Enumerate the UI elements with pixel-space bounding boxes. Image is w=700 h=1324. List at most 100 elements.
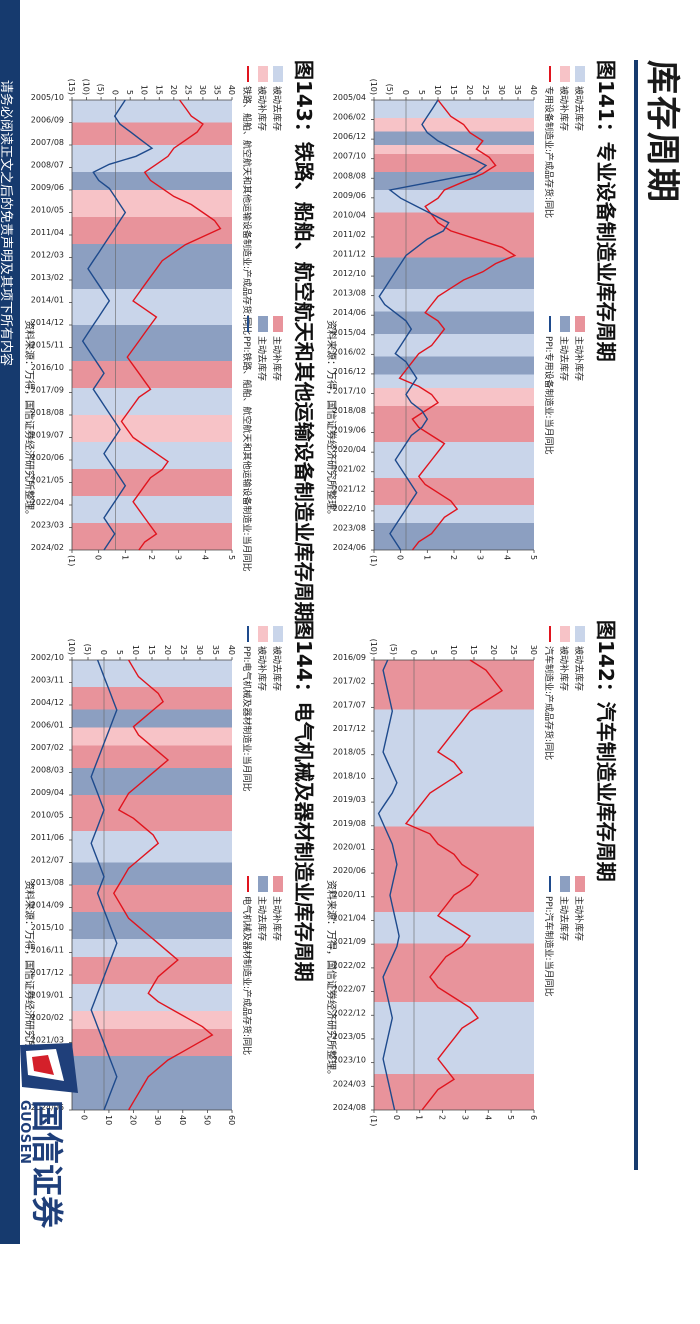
x-tick-label: 2017/07 — [333, 700, 366, 709]
cycle-phase-band — [374, 212, 534, 258]
y-left-tick-label: 25 — [509, 645, 518, 655]
legend-swatch-passive_restock — [560, 66, 570, 82]
y-left-tick-label: 25 — [183, 85, 192, 95]
y-left-tick-label: 10 — [131, 645, 140, 655]
legend-swatch-active_restock — [575, 876, 585, 892]
cycle-phase-band — [374, 334, 534, 357]
y-right-tick-label: 20 — [129, 1115, 138, 1125]
x-tick-label: 2013/08 — [31, 878, 64, 887]
y-left-tick-label: (10) — [67, 639, 76, 655]
logo-text-cn: 国信证券 — [28, 1100, 66, 1229]
x-tick-label: 2008/08 — [333, 171, 366, 180]
x-tick-label: 2002/10 — [31, 653, 64, 662]
legend-label: PPI:电气机械及器材制造业:当月同比 — [241, 646, 253, 792]
x-tick-label: 2018/08 — [31, 408, 64, 417]
series-line — [404, 659, 504, 1111]
y-left-tick-label: 20 — [163, 645, 172, 655]
cycle-phase-band — [374, 442, 534, 478]
x-tick-label: 2024/06 — [31, 1103, 64, 1112]
x-tick-label: 2007/02 — [31, 743, 64, 752]
x-tick-label: 2012/03 — [31, 251, 64, 260]
x-tick-label: 2018/05 — [333, 748, 366, 757]
y-left-tick-label: (5) — [96, 84, 105, 95]
y-right-tick-label: 60 — [227, 1115, 236, 1125]
legend-label: 主动去库存 — [256, 896, 268, 941]
y-left-tick-label: 0 — [409, 650, 418, 655]
y-left-tick-label: 35 — [513, 85, 522, 95]
x-tick-label: 2017/09 — [31, 386, 64, 395]
y-left-tick-label: 5 — [429, 650, 438, 655]
cycle-phase-band — [72, 709, 232, 728]
legend-swatch-active_destock — [560, 876, 570, 892]
x-tick-label: 2015/10 — [31, 923, 64, 932]
series-line — [120, 99, 222, 551]
y-left-tick-label: 35 — [212, 85, 221, 95]
legend-label: 被动补库存 — [256, 86, 268, 131]
title-rule — [634, 60, 638, 1170]
x-tick-label: 2020/06 — [333, 866, 366, 875]
y-right-tick-label: (1) — [369, 555, 378, 566]
y-left-tick-label: (5) — [385, 84, 394, 95]
x-tick-label: 2007/08 — [31, 138, 64, 147]
cycle-phase-band — [72, 469, 232, 496]
fig144-title: 图144：电气机械及器材制造业库存周期 — [292, 620, 316, 982]
series-line — [378, 99, 488, 551]
x-tick-label: 2014/01 — [31, 296, 64, 305]
x-tick-label: 2019/08 — [333, 819, 366, 828]
y-left-tick-label: 40 — [529, 85, 538, 95]
x-tick-label: 2023/05 — [333, 1032, 366, 1041]
cycle-phase-band — [72, 496, 232, 523]
cycle-phase-band — [374, 131, 534, 145]
x-tick-label: 2013/02 — [31, 273, 64, 282]
legend-label: 被动补库存 — [256, 646, 268, 691]
y-left-tick-label: 15 — [147, 645, 156, 655]
legend-swatch-active_restock — [273, 876, 283, 892]
x-tick-label: 2009/04 — [31, 788, 64, 797]
y-left-tick-label: 20 — [465, 85, 474, 95]
cycle-phase-band — [72, 687, 232, 710]
y-right-tick-label: 50 — [202, 1115, 211, 1125]
x-tick-label: 2020/11 — [333, 890, 366, 899]
x-tick-label: 2016/12 — [333, 367, 366, 376]
legend-label: 主动去库存 — [558, 336, 570, 381]
legend-swatch-passive_destock — [273, 626, 283, 642]
y-left-tick-label: 35 — [211, 645, 220, 655]
y-left-tick-label: (5) — [389, 644, 398, 655]
x-tick-label: 2012/07 — [31, 856, 64, 865]
y-left-tick-label: 0 — [99, 650, 108, 655]
cycle-phase-band — [374, 523, 534, 550]
legend-label: 主动补库存 — [573, 896, 585, 941]
cycle-phase-band — [72, 957, 232, 984]
cycle-phase-band — [374, 257, 534, 289]
fig143-title: 图143：铁路、船舶、航空航天和其他运输设备制造业库存周期 — [292, 60, 316, 622]
cycle-phase-band — [72, 939, 232, 957]
legend-swatch-passive_destock — [273, 66, 283, 82]
legend-label: 主动补库存 — [271, 896, 283, 941]
x-tick-label: 2016/02 — [333, 347, 366, 356]
cycle-phase-band — [374, 356, 534, 375]
series-line — [112, 659, 214, 1111]
legend-label: 被动去库存 — [271, 646, 283, 691]
x-tick-label: 2011/06 — [31, 833, 64, 842]
cycle-phase-band — [72, 1029, 232, 1056]
y-left-tick-label: 30 — [529, 645, 538, 655]
legend-swatch-active_restock — [273, 316, 283, 332]
legend-swatch-active_destock — [560, 316, 570, 332]
x-tick-label: 2023/08 — [333, 523, 366, 532]
legend-label: PPI:专用设备制造业:当月同比 — [543, 336, 555, 455]
cycle-phase-band — [72, 190, 232, 217]
legend-swatch-active_destock — [258, 316, 268, 332]
cycle-phase-band — [72, 862, 232, 885]
cycle-phase-band — [72, 145, 232, 172]
cycle-phase-band — [72, 984, 232, 1011]
x-tick-label: 2021/05 — [31, 476, 64, 485]
cycle-phase-band — [374, 311, 534, 334]
x-tick-label: 2008/03 — [31, 766, 64, 775]
y-right-tick-label: 3 — [476, 555, 485, 560]
y-right-tick-label: 40 — [178, 1115, 187, 1125]
legend-label: 主动补库存 — [573, 336, 585, 381]
legend-swatch-passive_destock — [575, 66, 585, 82]
legend-label: 被动去库存 — [573, 86, 585, 131]
x-tick-label: 2022/02 — [333, 961, 366, 970]
cycle-phase-band — [374, 154, 534, 172]
